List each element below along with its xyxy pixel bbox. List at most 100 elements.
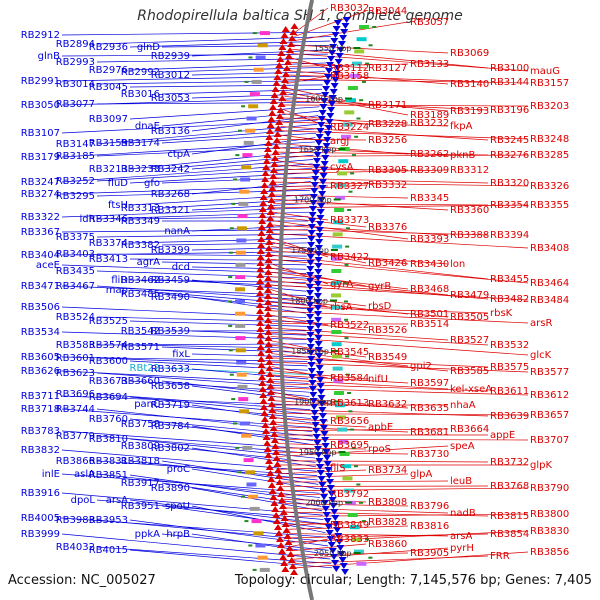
gene-arrow (311, 422, 320, 428)
gene-label: RB3505 (450, 312, 489, 323)
label-connector (96, 393, 311, 411)
gene-arrow (319, 425, 328, 431)
feature-block (334, 403, 345, 408)
gene-arrow (265, 134, 274, 140)
label-connector (191, 368, 309, 380)
gene-arrow (266, 470, 275, 476)
gene-arrow (319, 104, 328, 110)
gene-label: apbE (368, 422, 393, 433)
gene-label: RB3534 (21, 327, 60, 338)
label-connector (129, 320, 307, 327)
gene-label: RB3849 (330, 520, 369, 531)
gene-arrow (316, 128, 325, 134)
gene-arrow (321, 437, 330, 443)
feature-tick (364, 538, 369, 541)
gene-arrow (308, 218, 317, 224)
gene-arrow (258, 386, 267, 392)
gene-arrow (306, 266, 315, 272)
gene-arrow (333, 527, 342, 533)
gene-label: dnaE (135, 121, 160, 132)
gene-label: RB3012 (151, 70, 190, 81)
gene-label: RB3158 (330, 71, 369, 82)
label-connector (270, 254, 489, 280)
gene-arrow (314, 251, 323, 257)
label-connector (129, 106, 320, 120)
gene-arrow (282, 65, 291, 71)
gene-label: RB3321 (151, 205, 190, 216)
ruler-label: 1750 kbp (291, 246, 329, 255)
gene-label: RB3053 (151, 93, 190, 104)
gene-arrow (278, 95, 287, 101)
label-connector (191, 447, 317, 468)
label-connector (275, 421, 367, 428)
gene-arrow (323, 455, 332, 461)
gene-arrow (307, 362, 316, 368)
feature-block (351, 537, 362, 542)
label-connector (96, 124, 318, 145)
gene-label: RB3600 (89, 356, 128, 367)
gene-arrow (266, 122, 275, 128)
gene-arrow (314, 140, 323, 146)
gene-label: RB3262 (410, 149, 449, 160)
label-connector (281, 473, 409, 479)
gene-arrow (272, 449, 281, 455)
label-connector (129, 396, 311, 415)
gene-arrow (309, 194, 318, 200)
gene-arrow (326, 536, 335, 542)
gene-label: RB2939 (151, 51, 190, 62)
label-connector (292, 48, 489, 69)
gene-arrow (307, 356, 316, 362)
gene-label: RB3796 (410, 501, 449, 512)
gene-arrow (258, 380, 267, 386)
feature-block (332, 354, 343, 359)
feature-block (339, 452, 350, 456)
feature-tick (347, 392, 352, 394)
gene-label: RB3394 (490, 230, 529, 241)
label-connector (129, 418, 313, 437)
feature-block (241, 165, 252, 170)
gene-arrow (314, 263, 323, 269)
gene-arrow (261, 176, 270, 182)
feature-block (338, 439, 349, 444)
gene-label: rbsA (330, 302, 353, 313)
gene-arrow (318, 191, 327, 197)
gene-arrow (258, 212, 267, 218)
gene-arrow (264, 323, 273, 329)
gene-arrow (274, 524, 283, 530)
gene-arrow (263, 152, 272, 158)
label-connector (61, 356, 308, 362)
label-connector (96, 372, 309, 389)
label-connector (61, 185, 311, 195)
gene-arrow (314, 146, 323, 152)
gene-arrow (277, 101, 286, 107)
gene-label: RB3828 (368, 517, 407, 528)
gene-label: RB3455 (490, 274, 529, 285)
feature-block (335, 183, 346, 188)
gene-arrow (256, 296, 265, 302)
gene-arrow (321, 149, 330, 155)
label-connector (287, 520, 329, 526)
gene-arrow (314, 323, 323, 329)
gene-label: RB3346 (89, 214, 128, 225)
gene-arrow (266, 215, 275, 221)
label-connector (61, 285, 307, 296)
gene-arrow (256, 248, 265, 254)
gene-label: RB3159 (89, 138, 128, 149)
gene-label: RB3312 (450, 165, 489, 176)
gene-arrow (336, 545, 345, 551)
gene-label: RB3490 (151, 292, 190, 303)
feature-block (242, 153, 253, 158)
label-connector (191, 266, 307, 270)
feature-block (331, 342, 342, 347)
gene-arrow (257, 224, 266, 230)
gene-label: RB3467 (56, 281, 95, 292)
gene-arrow (318, 110, 327, 116)
gene-arrow (316, 377, 325, 383)
gene-label: RB3810 (89, 434, 128, 445)
gene-label: pyrH (450, 543, 474, 554)
gene-arrow (332, 521, 341, 527)
gene-label: RB3545 (330, 347, 369, 358)
gene-arrow (267, 197, 276, 203)
gene-arrow (317, 197, 326, 203)
gene-arrow (320, 431, 329, 437)
